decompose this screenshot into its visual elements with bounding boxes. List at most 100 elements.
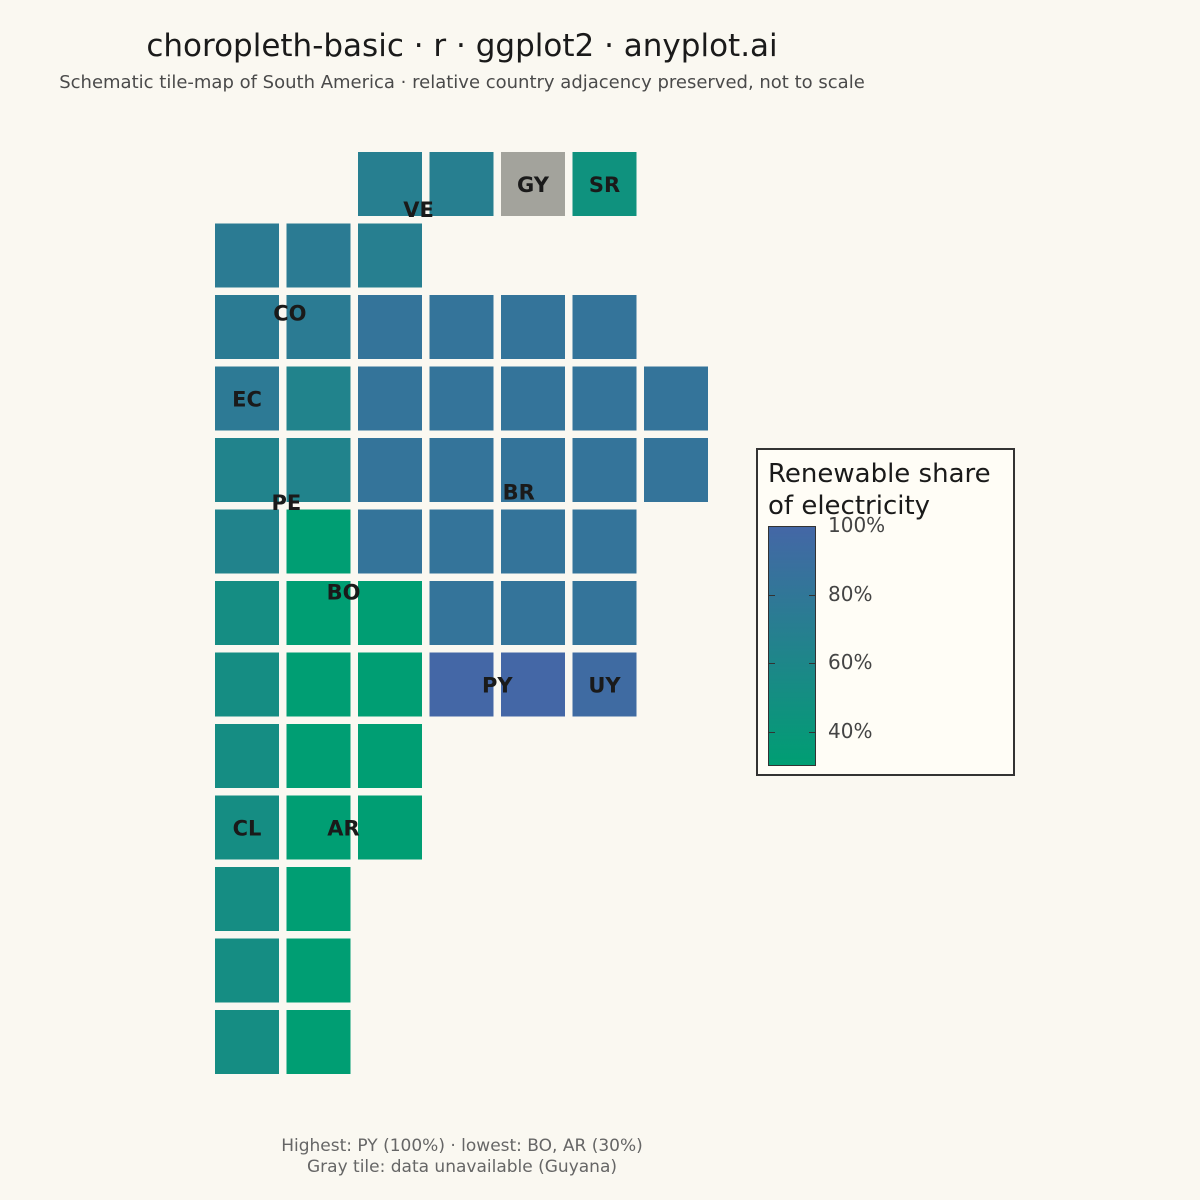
tile-uy: [572, 652, 637, 717]
chart-title: choropleth-basic · r · ggplot2 · anyplot…: [146, 28, 778, 64]
tile-ar: [286, 1010, 351, 1074]
legend-tick-label: 80%: [828, 581, 873, 606]
legend-tick-label: 60%: [828, 650, 873, 675]
tile-pe: [215, 509, 279, 574]
country-label-pe: PE: [271, 491, 301, 515]
country-cl: [215, 581, 279, 1074]
country-label-py: PY: [482, 674, 513, 698]
tile-br: [501, 366, 565, 431]
tile-bo: [286, 724, 351, 788]
tile-ec: [215, 366, 279, 431]
tile-bo: [286, 509, 351, 574]
tile-cl: [215, 724, 279, 788]
country-label-cl: CL: [233, 817, 262, 841]
country-gy: [501, 152, 565, 216]
tile-br: [572, 509, 637, 574]
tile-bo: [286, 581, 351, 645]
caption-highest-lowest: Highest: PY (100%) · lowest: BO, AR (30%…: [281, 1136, 643, 1156]
country-label-ar: AR: [327, 817, 359, 841]
tile-br: [501, 295, 565, 359]
tile-br: [501, 581, 565, 645]
tile-br: [572, 295, 637, 359]
tile-bo: [358, 581, 422, 645]
legend-tick-mark: [809, 594, 815, 596]
tile-br: [572, 366, 637, 431]
tile-br: [501, 509, 565, 574]
tile-br: [429, 509, 494, 574]
tile-br: [429, 581, 494, 645]
tile-br: [429, 295, 494, 359]
country-label-sr: SR: [589, 173, 620, 197]
tile-ve: [358, 152, 422, 216]
country-ec: [215, 366, 279, 431]
tile-br: [358, 509, 422, 574]
legend-tick-mark: [809, 731, 815, 733]
legend-tick-mark: [769, 731, 775, 733]
country-uy: [572, 652, 637, 717]
caption-missing-data: Gray tile: data unavailable (Guyana): [306, 1157, 617, 1177]
legend-tick-mark: [769, 594, 775, 596]
tile-br: [572, 581, 637, 645]
legend-tick-label: 40%: [828, 718, 873, 743]
country-label-ve: VE: [403, 198, 434, 222]
tile-br: [358, 366, 422, 431]
tile-pe: [215, 438, 279, 502]
tile-br: [572, 438, 637, 502]
country-label-bo: BO: [327, 581, 361, 605]
country-br: [358, 295, 708, 645]
country-ar: [286, 795, 422, 1074]
tile-pe: [286, 366, 351, 431]
tile-cl: [215, 938, 279, 1003]
tile-ve: [429, 152, 494, 216]
country-label-br: BR: [503, 480, 535, 504]
tile-sr: [572, 152, 637, 216]
tile-gy: [501, 152, 565, 216]
tile-bo: [358, 652, 422, 717]
legend-tick-mark: [769, 663, 775, 665]
tile-br: [358, 295, 422, 359]
tile-bo: [358, 724, 422, 788]
tile-br: [429, 366, 494, 431]
tile-br: [644, 366, 708, 431]
country-pe: [215, 366, 351, 574]
legend-tick-mark: [809, 663, 815, 665]
country-ve: [358, 152, 494, 288]
tile-cl: [215, 581, 279, 645]
country-label-gy: GY: [517, 173, 550, 197]
tile-cl: [215, 1010, 279, 1074]
tile-py: [501, 652, 565, 717]
country-sr: [572, 152, 637, 216]
tile-ar: [286, 938, 351, 1003]
legend-tick-mark: [769, 526, 775, 527]
color-legend: Renewable share of electricity 100% 80% 60…: [756, 448, 1015, 776]
legend-tick-mark: [809, 526, 815, 527]
chart-subtitle: Schematic tile-map of South America · re…: [59, 72, 865, 93]
tile-cl: [215, 867, 279, 931]
tile-co: [286, 295, 351, 359]
tile-ar: [358, 795, 422, 860]
tile-py: [429, 652, 494, 717]
tile-co: [286, 223, 351, 288]
country-bo: [286, 509, 422, 788]
country-label-uy: UY: [588, 674, 621, 698]
tile-br: [429, 438, 494, 502]
tile-cl: [215, 652, 279, 717]
legend-tick-label: 100%: [828, 513, 886, 537]
tile-cl: [215, 795, 279, 860]
tile-ar: [286, 867, 351, 931]
country-co: [215, 223, 351, 359]
legend-title: Renewable share of electricity: [768, 459, 991, 521]
tile-co: [215, 295, 279, 359]
country-py: [429, 652, 565, 717]
tile-ve: [358, 223, 422, 288]
tile-br: [501, 438, 565, 502]
country-label-ec: EC: [232, 388, 262, 412]
tile-bo: [286, 652, 351, 717]
tile-br: [644, 438, 708, 502]
tile-ar: [286, 795, 351, 860]
legend-colorbar: [768, 526, 816, 766]
tile-pe: [286, 438, 351, 502]
country-label-co: CO: [273, 302, 306, 326]
tile-br: [358, 438, 422, 502]
